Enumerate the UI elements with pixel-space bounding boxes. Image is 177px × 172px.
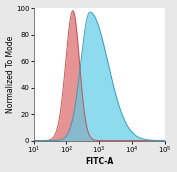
X-axis label: FITC-A: FITC-A — [85, 157, 113, 166]
Y-axis label: Normalized To Mode: Normalized To Mode — [5, 36, 15, 113]
